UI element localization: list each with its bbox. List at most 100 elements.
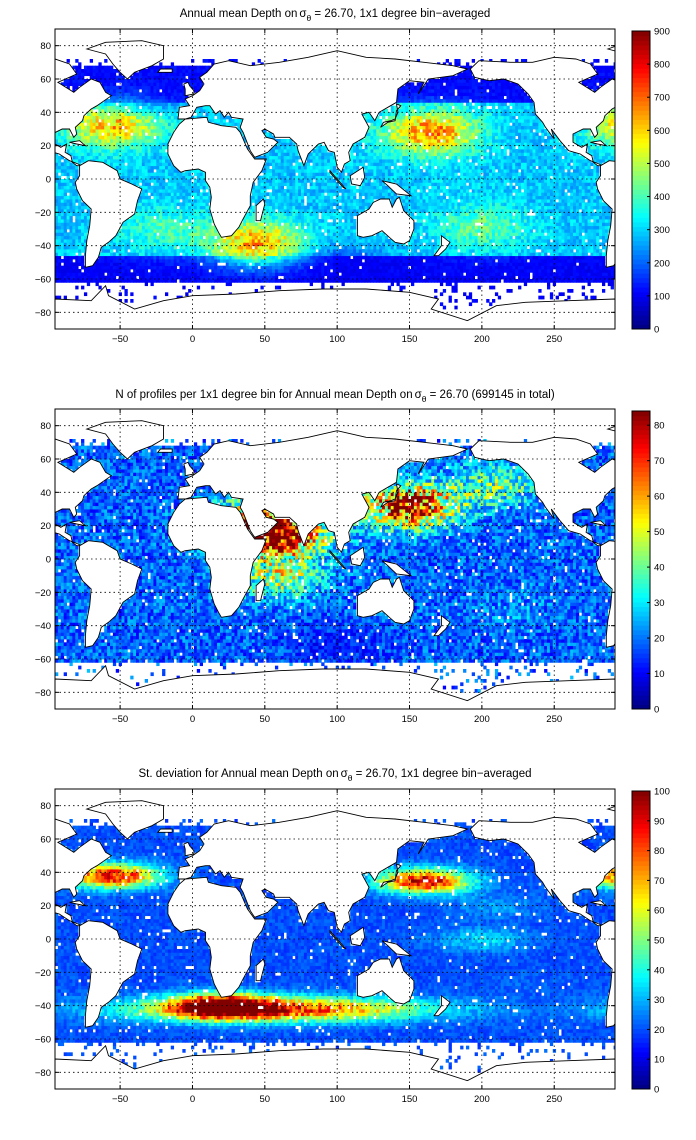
heatmap-cell: [260, 235, 264, 240]
heatmap-cell: [332, 269, 337, 273]
heatmap-cell: [573, 225, 577, 230]
heatmap-cell: [219, 279, 224, 283]
heatmap-cell: [555, 185, 559, 190]
heatmap-cell: [561, 222, 565, 227]
heatmap-cell: [567, 212, 571, 217]
heatmap-cell: [191, 245, 195, 250]
heatmap-cell: [564, 272, 568, 277]
heatmap-cell: [512, 209, 516, 213]
heatmap-cell: [503, 199, 507, 203]
heatmap-cell: [468, 215, 473, 220]
heatmap-cell: [295, 202, 299, 207]
heatmap-cell: [474, 209, 478, 213]
heatmap-cell: [483, 225, 487, 230]
heatmap-cell: [471, 245, 476, 250]
heatmap-cell: [434, 275, 438, 280]
heatmap-cell: [350, 275, 354, 280]
heatmap-cell: [506, 205, 510, 210]
heatmap-cell: [153, 189, 157, 193]
heatmap-cell: [329, 232, 334, 237]
heatmap-cell: [127, 275, 131, 280]
heatmap-cell: [544, 255, 548, 260]
heatmap-cell: [489, 209, 493, 213]
heatmap-cell: [575, 205, 580, 210]
heatmap-cell: [246, 232, 250, 237]
heatmap-cell: [558, 272, 562, 277]
heatmap-cell: [497, 225, 502, 230]
heatmap-cell: [463, 242, 467, 247]
heatmap-cell: [520, 279, 525, 283]
heatmap-cell: [402, 275, 406, 280]
heatmap-cell: [243, 242, 247, 247]
heatmap-cell: [434, 229, 438, 233]
heatmap-cell: [272, 222, 276, 227]
heatmap-cell: [382, 182, 386, 187]
heatmap-cell: [384, 245, 389, 250]
heatmap-cell: [503, 192, 507, 197]
heatmap-cell: [286, 259, 290, 263]
heatmap-cell: [390, 239, 394, 243]
heatmap-cell: [60, 192, 65, 197]
heatmap-cell: [573, 255, 577, 260]
heatmap-cell: [468, 249, 473, 253]
heatmap-cell: [581, 242, 586, 247]
heatmap-cell: [601, 225, 606, 230]
heatmap-cell: [454, 265, 458, 270]
heatmap-cell: [532, 222, 536, 227]
heatmap-cell: [465, 269, 470, 273]
heatmap-cell: [535, 259, 539, 263]
heatmap-cell: [318, 242, 322, 247]
heatmap-cell: [431, 185, 435, 190]
heatmap-cell: [156, 189, 160, 193]
heatmap-cell: [133, 182, 137, 187]
heatmap-cell: [254, 232, 258, 237]
heatmap-cell: [185, 215, 189, 220]
heatmap-cell: [335, 245, 340, 250]
heatmap-cell: [185, 202, 189, 207]
heatmap-cell: [57, 225, 62, 230]
heatmap-cell: [66, 245, 70, 250]
heatmap-cell: [364, 205, 368, 210]
heatmap-cell: [289, 235, 293, 240]
heatmap-cell: [492, 219, 496, 223]
heatmap-cell: [477, 252, 481, 257]
heatmap-cell: [324, 212, 328, 217]
heatmap-cell: [555, 182, 559, 187]
heatmap-cell: [419, 262, 423, 267]
heatmap-cell: [83, 242, 88, 247]
heatmap-cell: [327, 212, 331, 217]
heatmap-cell: [370, 262, 374, 267]
heatmap-cell: [541, 239, 545, 243]
heatmap-cell: [445, 202, 449, 207]
heatmap-cell: [451, 239, 455, 243]
heatmap-cell: [474, 229, 478, 233]
heatmap-cell: [55, 265, 59, 270]
heatmap-cell: [390, 265, 394, 270]
heatmap-cell: [217, 259, 221, 263]
heatmap-cell: [306, 179, 311, 183]
heatmap-cell: [254, 222, 258, 227]
heatmap-cell: [136, 235, 140, 240]
heatmap-cell: [567, 232, 571, 237]
heatmap-cell: [350, 262, 354, 267]
heatmap-cell: [506, 245, 510, 250]
heatmap-cell: [306, 199, 311, 203]
heatmap-cell: [593, 279, 597, 283]
heatmap-cell: [419, 279, 423, 283]
heatmap-cell: [529, 189, 533, 193]
heatmap-cell: [439, 215, 444, 220]
heatmap-cell: [347, 249, 351, 253]
heatmap-cell: [518, 249, 522, 253]
heatmap-cell: [269, 212, 273, 217]
heatmap-cell: [419, 229, 423, 233]
heatmap-cell: [341, 252, 345, 257]
heatmap-cell: [167, 272, 172, 277]
heatmap-cell: [191, 215, 195, 220]
heatmap-cell: [344, 252, 348, 257]
heatmap-cell: [486, 229, 490, 233]
heatmap-cell: [208, 199, 212, 203]
heatmap-cell: [193, 272, 198, 277]
heatmap-cell: [199, 215, 203, 220]
heatmap-cell: [541, 275, 545, 280]
heatmap-cell: [590, 232, 594, 237]
